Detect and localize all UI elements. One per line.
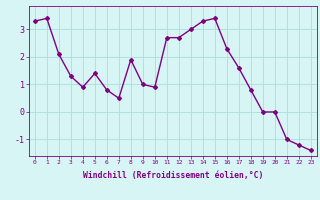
X-axis label: Windchill (Refroidissement éolien,°C): Windchill (Refroidissement éolien,°C) [83,171,263,180]
